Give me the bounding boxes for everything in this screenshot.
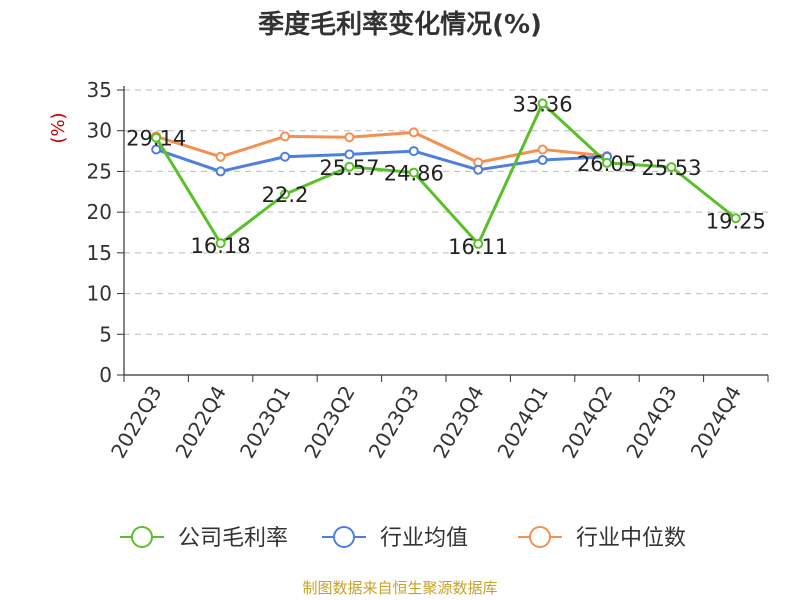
legend-item: 公司毛利率 [120,526,288,551]
data-label: 29.14 [126,127,186,151]
x-tick-label: 2023Q4 [428,382,488,463]
y-tick-label: 25 [87,159,112,183]
x-tick-label: 2022Q4 [170,382,230,463]
y-tick-label: 20 [87,200,112,224]
data-point [537,144,548,155]
data-point [408,146,419,157]
x-tick-label: 2023Q2 [299,382,359,463]
data-point [666,162,677,173]
data-point [280,151,290,162]
y-tick-label: 5 [99,322,112,346]
data-point [344,149,355,160]
data-point [602,157,612,168]
y-tick-label: 15 [87,241,112,265]
grid-lines [124,89,768,335]
legend-item: 行业中位数 [518,526,686,551]
data-point [280,189,290,200]
x-tick-label: 2024Q3 [621,382,681,463]
data-point [537,155,548,166]
legend-label: 行业中位数 [576,526,686,551]
data-point [280,131,290,142]
data-point [730,213,741,224]
data-label: 16.18 [191,234,251,258]
data-label: 19.25 [706,209,766,233]
data-point [344,132,355,143]
data-point [408,167,419,178]
data-labels: 29.14 16.18 22.2 25.57 24.86 16.11 33.36 26.05 2… [126,92,766,258]
data-label: 33.36 [513,92,573,116]
series-line [154,101,737,246]
data-label: 24.86 [384,162,444,186]
chart-title: 季度毛利率变化情况(%) [258,10,542,40]
data-point [344,161,355,172]
legend-label: 公司毛利率 [178,526,288,551]
data-point [151,132,162,143]
series-line [155,148,608,173]
x-tick-label: 2024Q4 [686,382,746,463]
y-tick-label: 0 [99,363,112,387]
series-lines [151,98,741,249]
data-label: 25.53 [641,156,701,180]
legend-item: 行业均值 [322,526,468,551]
legend-marker [529,526,551,548]
data-label: 25.57 [319,156,379,180]
data-point [537,98,548,109]
legend: 公司毛利率 行业均值 行业中位数 [120,526,686,551]
data-point [215,166,226,177]
data-point [473,164,484,175]
x-tick-label: 2024Q2 [557,382,617,463]
data-label: 22.2 [262,183,309,207]
y-tick-label: 35 [87,78,112,102]
data-point [408,127,419,138]
y-axis-unit: (%) [48,112,69,143]
data-point [215,151,226,162]
data-label: 26.05 [577,152,637,176]
x-tick-label: 2023Q1 [235,382,295,463]
y-tick-label: 30 [87,119,112,143]
x-tick-label: 2022Q3 [106,382,166,463]
x-tick-label: 2024Q1 [492,382,552,463]
series-line [155,130,608,164]
data-point [473,238,484,249]
x-tick-label: 2023Q3 [364,382,424,463]
data-label: 16.11 [448,235,508,259]
source-note: 制图数据来自恒生聚源数据库 [302,579,498,597]
data-point [215,238,226,249]
legend-marker [131,526,153,548]
legend-marker [333,526,355,548]
legend-label: 行业均值 [380,526,468,551]
data-point [151,144,162,155]
y-tick-label: 10 [87,282,112,306]
